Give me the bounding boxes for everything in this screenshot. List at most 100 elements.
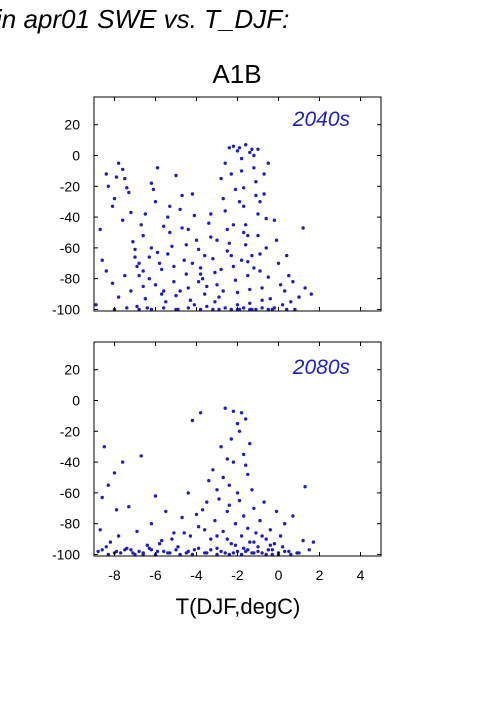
data-point: [211, 257, 215, 261]
data-point: [233, 522, 238, 526]
data-point: [217, 295, 221, 299]
data-point: [237, 146, 242, 150]
data-point: [233, 543, 238, 547]
data-point: [244, 143, 248, 147]
data-point: [213, 518, 217, 523]
data-point: [94, 303, 98, 307]
data-point: [239, 258, 244, 262]
data-point: [137, 549, 141, 554]
data-point: [219, 549, 223, 554]
data-point: [231, 264, 236, 269]
data-point: [221, 475, 225, 480]
data-point: [149, 181, 154, 185]
data-point: [198, 411, 203, 415]
data-point: [106, 483, 111, 487]
y-tick-label: -60: [60, 485, 80, 501]
data-point: [268, 543, 272, 547]
data-point: [145, 306, 149, 310]
data-point: [141, 552, 145, 557]
x-tick-label: 2: [316, 567, 324, 583]
data-point: [168, 230, 172, 235]
data-point: [266, 307, 270, 312]
data-point: [235, 303, 240, 307]
data-point: [194, 512, 199, 517]
data-point: [129, 289, 133, 293]
data-point: [256, 212, 260, 216]
data-point: [250, 488, 254, 492]
data-point: [188, 298, 193, 302]
data-point: [174, 548, 178, 552]
data-point: [231, 551, 236, 555]
data-point: [215, 238, 219, 242]
data-point: [297, 295, 301, 299]
data-point: [239, 552, 244, 557]
data-point: [231, 460, 236, 464]
data-point: [192, 303, 197, 307]
data-point: [184, 243, 188, 247]
data-point: [235, 149, 240, 153]
scenario-title: A1B: [212, 59, 261, 89]
panel-2040s-ticks: 20 0 -20 -40 -60 -80 -100: [52, 97, 381, 317]
data-point: [227, 552, 231, 557]
data-point: [147, 255, 151, 259]
data-point: [285, 307, 289, 312]
data-point: [192, 548, 197, 552]
data-point: [248, 441, 252, 446]
data-point: [223, 306, 227, 310]
data-point: [242, 514, 246, 518]
data-point: [104, 172, 109, 176]
data-point: [237, 498, 242, 503]
data-point: [170, 244, 174, 248]
data-point: [227, 241, 231, 245]
data-point: [219, 176, 223, 181]
data-point: [135, 529, 139, 534]
data-point: [172, 264, 176, 269]
y-tick-label: 0: [72, 148, 80, 164]
data-point: [264, 537, 268, 541]
data-point: [102, 445, 107, 449]
data-point: [225, 227, 229, 232]
data-point: [270, 548, 274, 552]
data-point: [129, 210, 133, 215]
data-point: [174, 307, 178, 312]
data-point: [283, 522, 287, 526]
data-point: [252, 153, 256, 158]
data-point: [225, 509, 229, 514]
data-point: [291, 514, 295, 518]
data-point: [131, 240, 135, 244]
data-point: [160, 292, 164, 296]
data-point: [250, 253, 254, 258]
data-point: [133, 552, 137, 557]
data-point: [106, 184, 111, 188]
data-point: [110, 281, 115, 285]
y-tick-label: -20: [60, 178, 80, 194]
y-tick-label: -80: [60, 516, 80, 532]
data-point: [252, 506, 256, 510]
data-point: [225, 457, 229, 461]
data-point: [203, 528, 207, 532]
data-point: [239, 534, 244, 538]
data-point: [119, 551, 123, 555]
data-point: [231, 409, 236, 413]
data-point: [98, 227, 102, 232]
data-point: [297, 551, 301, 555]
data-point: [242, 452, 246, 457]
data-point: [192, 213, 197, 218]
data-point: [108, 540, 113, 544]
data-point: [196, 546, 201, 550]
y-tick-label: 20: [64, 117, 80, 133]
data-point: [112, 471, 117, 475]
y-tick-label: -40: [60, 454, 80, 470]
data-point: [160, 267, 164, 272]
data-point: [307, 548, 311, 552]
data-point: [174, 293, 178, 298]
y-tick-label: -20: [60, 423, 80, 439]
data-point: [100, 495, 104, 500]
data-point: [246, 273, 250, 278]
data-point: [104, 545, 109, 549]
data-point: [244, 463, 248, 467]
data-point: [164, 300, 168, 304]
x-tick-label: -8: [108, 567, 121, 583]
data-point: [200, 508, 205, 512]
data-point: [114, 508, 119, 512]
